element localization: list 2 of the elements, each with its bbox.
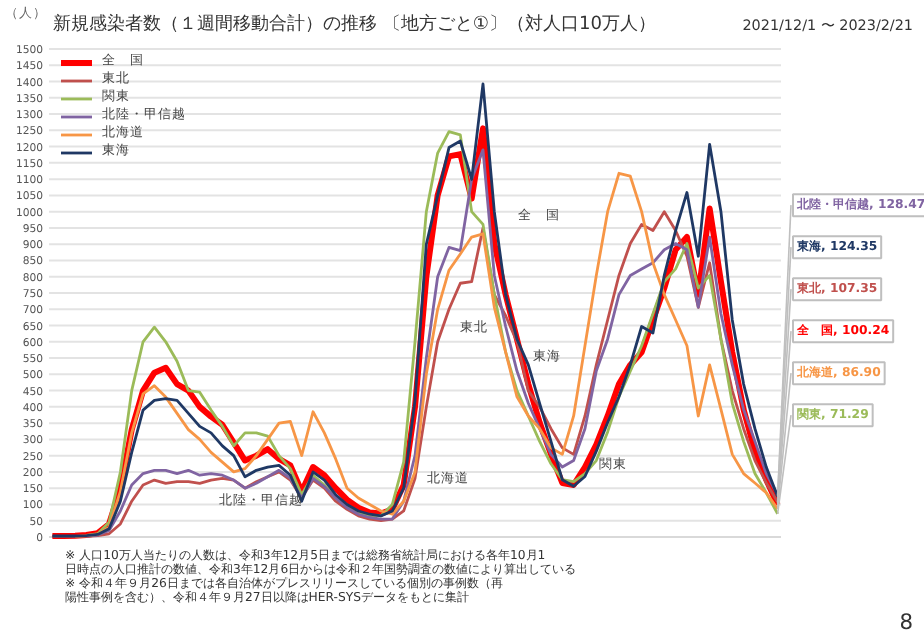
chart-title: 新規感染者数（１週間移動合計）の推移 〔地方ごと①〕（対人口10万人） xyxy=(53,13,656,35)
text: 8 xyxy=(899,609,914,635)
